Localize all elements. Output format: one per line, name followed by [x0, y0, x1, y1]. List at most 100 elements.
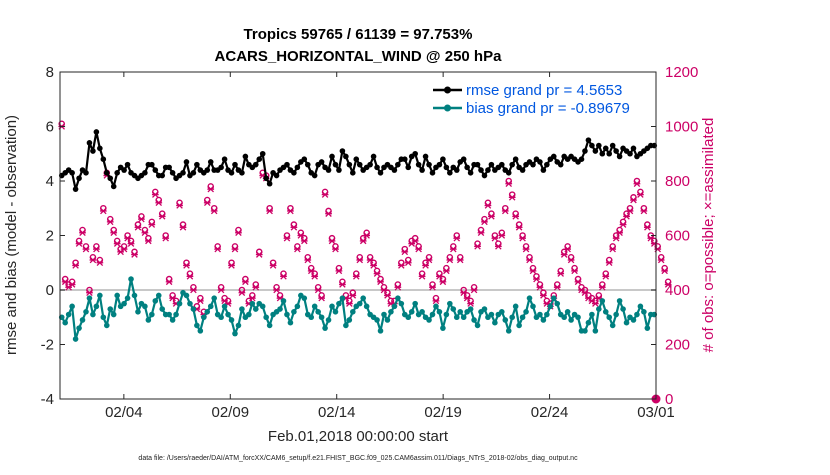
obs-assimilated-point [467, 300, 474, 307]
rmse-point [346, 161, 353, 168]
x-tick-label: 02/24 [531, 404, 569, 421]
rmse-point [228, 170, 235, 176]
rmse-point [478, 167, 484, 173]
bias-point [187, 300, 193, 307]
rmse-point [374, 164, 380, 171]
bias-point [550, 295, 557, 301]
chart-title-line1: Tropics 59765 / 61139 = 97.753% [244, 26, 473, 43]
bias-point [183, 292, 190, 299]
rmse-point [481, 172, 488, 179]
rmse-point [453, 167, 460, 173]
obs-assimilated-point [370, 262, 377, 269]
obs-assimilated-point [654, 245, 662, 253]
rmse-point [616, 153, 623, 160]
obs-assimilated-point [425, 256, 433, 264]
bias-point [277, 306, 283, 312]
rmse-point [377, 170, 384, 176]
obs-assimilated-point [609, 245, 617, 253]
bias-point [460, 314, 467, 321]
rmse-point [627, 150, 633, 157]
bias-point [83, 309, 89, 315]
bias-point [530, 303, 536, 310]
obs-assimilated-point [605, 259, 613, 267]
obs-assimilated-point [359, 237, 367, 245]
obs-assimilated-point [79, 229, 86, 237]
obs-assimilated-point [352, 273, 360, 280]
rmse-point [259, 150, 266, 157]
x-axis-label: Feb.01,2018 00:00:00 start [268, 428, 449, 445]
obs-assimilated-point [311, 273, 319, 280]
rmse-point [107, 175, 114, 182]
bias-point [564, 309, 571, 315]
bias-point [107, 306, 114, 312]
y-right-tick-label: 1000 [665, 119, 698, 136]
obs-assimilated-point [228, 262, 235, 269]
obs-assimilated-point [314, 286, 322, 294]
obs-assimilated-point [138, 215, 145, 223]
obs-assimilated-point [446, 256, 454, 264]
bias-point [149, 311, 155, 318]
rmse-point [183, 159, 190, 165]
obs-assimilated-point [567, 256, 575, 264]
bias-point [599, 298, 606, 304]
rmse-point [194, 161, 200, 168]
bias-point [492, 319, 498, 326]
rmse-point [336, 167, 342, 173]
bias-point [62, 319, 68, 326]
rmse-point [204, 167, 211, 173]
obs-assimilated-point [287, 207, 294, 215]
obs-assimilated-point [231, 245, 239, 253]
obs-assimilated-point [145, 237, 152, 245]
bias-point [246, 311, 252, 318]
y-left-tick-label: -2 [41, 337, 54, 354]
rmse-point [103, 170, 110, 176]
obs-assimilated-point [474, 243, 481, 250]
bias-point [343, 322, 349, 329]
bias-point [391, 303, 398, 310]
bias-point [211, 295, 217, 301]
bias-series [58, 276, 658, 342]
rmse-point [578, 156, 585, 162]
obs-assimilated-point [443, 267, 450, 275]
bias-point [252, 306, 259, 312]
bias-point [97, 292, 103, 299]
obs-assimilated-point [564, 245, 571, 253]
obs-assimilated-point [574, 278, 582, 286]
obs-assimilated-point [526, 256, 533, 264]
bias-point [100, 314, 107, 321]
y-axis-label-left: rmse and bias (model - observation) [3, 115, 20, 355]
rmse-point [190, 170, 197, 176]
obs-assimilated-point [280, 273, 287, 280]
y-right-tick-label: 800 [665, 173, 690, 190]
bias-point [194, 322, 200, 329]
obs-assimilated-point [297, 232, 305, 239]
bias-point [239, 306, 245, 312]
bias-point [124, 295, 131, 301]
rmse-point [447, 170, 453, 176]
obs-assimilated-point [325, 210, 332, 217]
obs-assimilated-point [612, 234, 620, 242]
obs-assimilated-point [99, 207, 107, 215]
bias-point [90, 311, 96, 318]
obs-assimilated-point [339, 281, 346, 288]
rmse-point [599, 150, 606, 157]
obs-assimilated-point [266, 207, 273, 215]
y-left-tick-label: 0 [46, 282, 54, 299]
obs-assimilated-point [318, 294, 325, 302]
rmse-point [550, 153, 557, 160]
rmse-point [464, 164, 470, 171]
bias-point [457, 309, 464, 315]
obs-assimilated-point [505, 180, 513, 187]
obs-assimilated-point [422, 262, 429, 269]
obs-assimilated-point [637, 191, 644, 198]
bias-point [308, 314, 315, 321]
rmse-point [86, 140, 93, 146]
obs-assimilated-point [366, 256, 374, 264]
obs-assimilated-point [82, 245, 90, 253]
bias-point [318, 314, 325, 321]
obs-assimilated-point [190, 286, 197, 294]
obs-assimilated-point [470, 286, 478, 294]
bias-point [509, 314, 515, 321]
bias-point [388, 309, 394, 315]
bias-point [235, 322, 242, 329]
